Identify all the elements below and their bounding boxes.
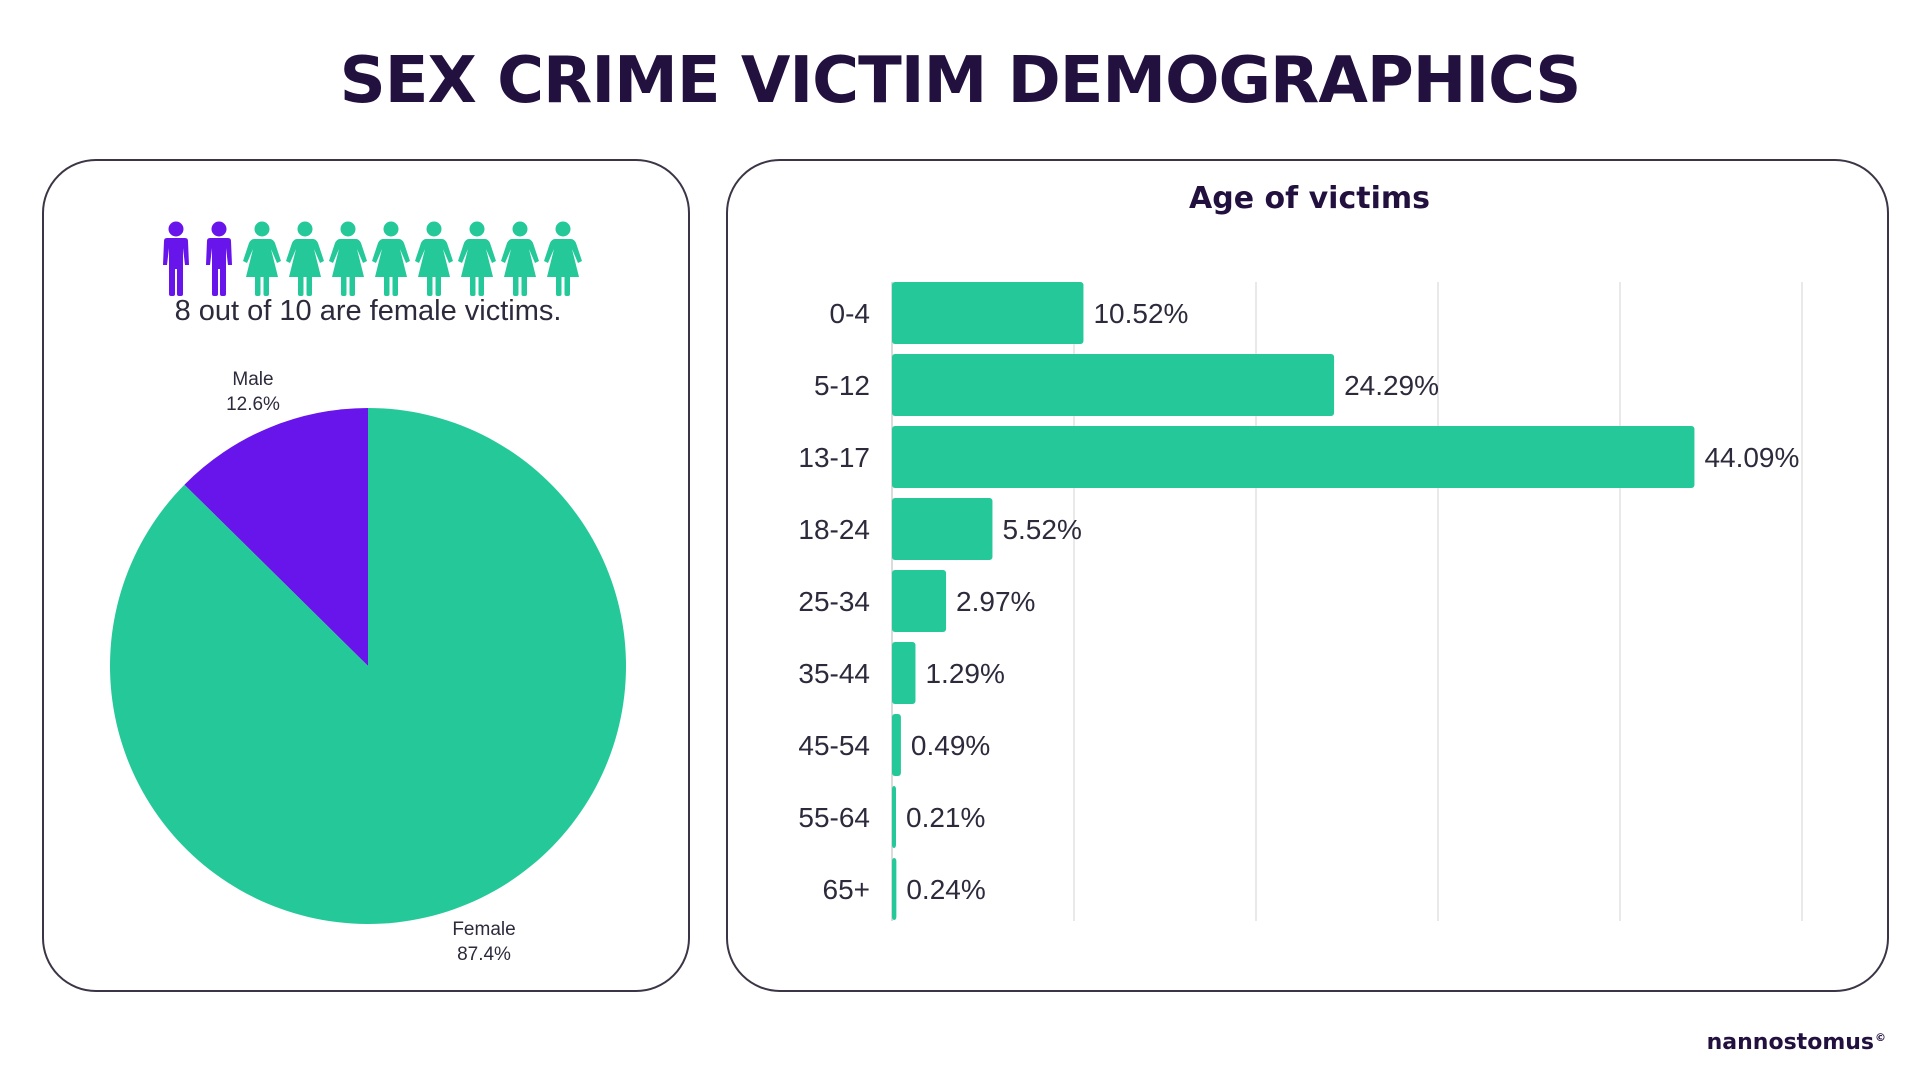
bar-65+ [892,858,897,920]
category-label: 13-17 [798,442,870,473]
bar-55-64 [892,786,896,848]
category-label: 0-4 [830,298,870,329]
female-person-icon [544,221,582,296]
bar-5-12 [892,354,1335,416]
data-label: 2.97% [956,586,1035,617]
female-person-icon [329,221,367,296]
female-person-icon [458,221,496,296]
female-person-icon [243,221,281,296]
data-label: 0.49% [911,730,990,761]
category-label: 35-44 [798,658,870,689]
bar-45-54 [892,714,901,776]
female-person-icon [415,221,453,296]
data-label: 1.29% [925,658,1004,689]
data-label: 24.29% [1344,370,1439,401]
bar-18-24 [892,498,993,560]
pie-slice-male [184,408,368,666]
pie-value-male: 12.6% [226,394,280,415]
age-chart-title: Age of victims [1189,181,1430,216]
page-title: SEX CRIME VICTIM DEMOGRAPHICS [339,44,1582,118]
bar-35-44 [892,642,916,704]
pie-slice-female [109,408,627,924]
male-person-icon [206,221,232,296]
gender-pie-chart: Male 12.6% Female 87.4% [109,369,627,965]
age-bar-chart: 0-4 10.52% 5-12 24.29% 13-17 44.09% 18-24 5.52%… [798,282,1803,921]
category-label: 55-64 [798,802,870,833]
brand-logo-mark: © [1875,1030,1886,1044]
female-person-icon [501,221,539,296]
female-person-icon [286,221,324,296]
female-person-icon [372,221,410,296]
people-icon-row [163,221,582,296]
brand-logo-text: nannostomus [1706,1030,1874,1055]
data-label: 10.52% [1093,298,1188,329]
category-label: 5-12 [814,370,870,401]
age-panel: Age of victims 0-4 10.52% 5-12 24.29% 13-17 4… [726,159,1889,992]
category-label: 25-34 [798,586,870,617]
pie-value-female: 87.4% [457,944,511,965]
bar-13-17 [892,426,1695,488]
people-caption: 8 out of 10 are female victims. [174,295,562,327]
gender-panel: 8 out of 10 are female victims. Male 12.6… [42,159,690,992]
category-label: 65+ [823,874,871,905]
data-label: 0.24% [906,874,985,905]
data-label: 0.21% [906,802,985,833]
data-label: 44.09% [1704,442,1799,473]
pie-label-male: Male [232,369,273,390]
category-label: 18-24 [798,514,870,545]
category-label: 45-54 [798,730,870,761]
bar-0-4 [892,282,1084,344]
brand-logo: nannostomus© [1707,1030,1886,1055]
male-person-icon [163,221,189,296]
pie-label-female: Female [452,919,515,940]
data-label: 5.52% [1002,514,1081,545]
bar-25-34 [892,570,947,632]
